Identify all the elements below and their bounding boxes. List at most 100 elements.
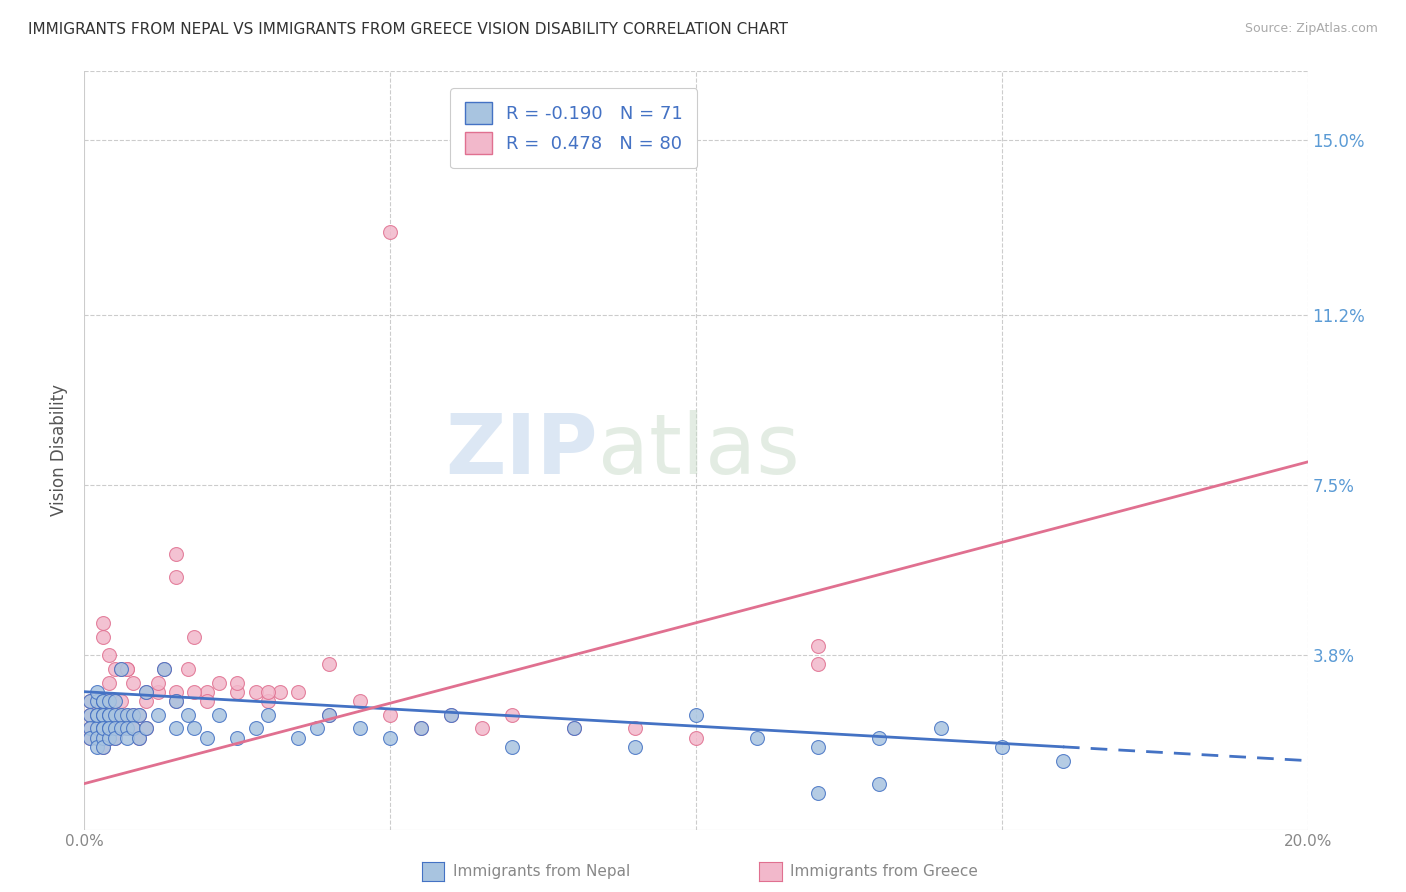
Point <box>318 707 340 722</box>
Point <box>110 722 132 736</box>
Point <box>91 707 114 722</box>
Point <box>349 722 371 736</box>
Point <box>104 722 127 736</box>
Text: Immigrants from Greece: Immigrants from Greece <box>790 864 979 879</box>
Point <box>183 684 205 698</box>
Point <box>79 731 101 745</box>
Point <box>807 786 830 800</box>
Point <box>79 722 101 736</box>
Point <box>91 722 114 736</box>
Point <box>79 694 101 708</box>
Point <box>104 707 127 722</box>
Point <box>97 722 120 736</box>
Point <box>208 675 231 690</box>
Point <box>110 707 132 722</box>
Point <box>245 722 267 736</box>
Point <box>869 776 891 790</box>
Point <box>380 225 402 239</box>
Point <box>110 707 132 722</box>
Point <box>183 630 205 644</box>
Point <box>318 707 340 722</box>
Point <box>97 648 120 662</box>
Point <box>177 662 200 676</box>
Point <box>115 722 138 736</box>
Point <box>135 684 157 698</box>
Point <box>146 675 169 690</box>
Point <box>86 707 108 722</box>
Text: atlas: atlas <box>598 410 800 491</box>
Point <box>86 694 108 708</box>
Point <box>165 722 187 736</box>
Point <box>91 731 114 745</box>
Point <box>86 722 108 736</box>
Point <box>97 722 120 736</box>
Point <box>86 722 108 736</box>
Point <box>409 722 432 736</box>
Point <box>122 707 145 722</box>
Point <box>807 639 830 653</box>
Point <box>122 675 145 690</box>
Point <box>97 694 120 708</box>
Point <box>929 722 952 736</box>
Point <box>226 684 249 698</box>
Point <box>91 694 114 708</box>
Point <box>91 630 114 644</box>
Point <box>165 570 187 584</box>
Point <box>183 722 205 736</box>
Point <box>104 662 127 676</box>
Point <box>257 707 280 722</box>
Text: Immigrants from Nepal: Immigrants from Nepal <box>453 864 630 879</box>
Point <box>122 722 145 736</box>
Point <box>97 707 120 722</box>
Point <box>122 722 145 736</box>
Point <box>440 707 463 722</box>
Point <box>86 739 108 754</box>
Point <box>165 694 187 708</box>
Point <box>86 694 108 708</box>
Point <box>97 731 120 745</box>
Point <box>110 662 132 676</box>
Point <box>165 547 187 561</box>
Point <box>349 694 371 708</box>
Point <box>115 722 138 736</box>
Point <box>122 707 145 722</box>
Point <box>97 694 120 708</box>
Point <box>128 707 150 722</box>
Point <box>91 739 114 754</box>
Point <box>91 694 114 708</box>
Point <box>110 722 132 736</box>
Point <box>409 722 432 736</box>
Point <box>79 731 101 745</box>
Point <box>86 707 108 722</box>
Point <box>79 694 101 708</box>
Point <box>115 662 138 676</box>
Point <box>869 731 891 745</box>
Point <box>562 722 585 736</box>
Point <box>135 684 157 698</box>
Point <box>97 675 120 690</box>
Point <box>685 707 707 722</box>
Point <box>79 707 101 722</box>
Point <box>1052 754 1074 768</box>
Point <box>562 722 585 736</box>
Point <box>685 731 707 745</box>
Point <box>115 707 138 722</box>
Point <box>624 739 647 754</box>
Point <box>146 684 169 698</box>
Point <box>91 731 114 745</box>
Point <box>153 662 176 676</box>
Point <box>104 707 127 722</box>
Point <box>86 731 108 745</box>
Point <box>195 694 218 708</box>
Point <box>104 722 127 736</box>
Point <box>165 684 187 698</box>
Text: IMMIGRANTS FROM NEPAL VS IMMIGRANTS FROM GREECE VISION DISABILITY CORRELATION CH: IMMIGRANTS FROM NEPAL VS IMMIGRANTS FROM… <box>28 22 789 37</box>
Point <box>807 657 830 672</box>
Point <box>110 662 132 676</box>
Point <box>305 722 328 736</box>
Text: ZIP: ZIP <box>446 410 598 491</box>
Legend: R = -0.190   N = 71, R =  0.478   N = 80: R = -0.190 N = 71, R = 0.478 N = 80 <box>450 88 697 168</box>
Point <box>153 662 176 676</box>
Point <box>86 684 108 698</box>
Point <box>257 694 280 708</box>
